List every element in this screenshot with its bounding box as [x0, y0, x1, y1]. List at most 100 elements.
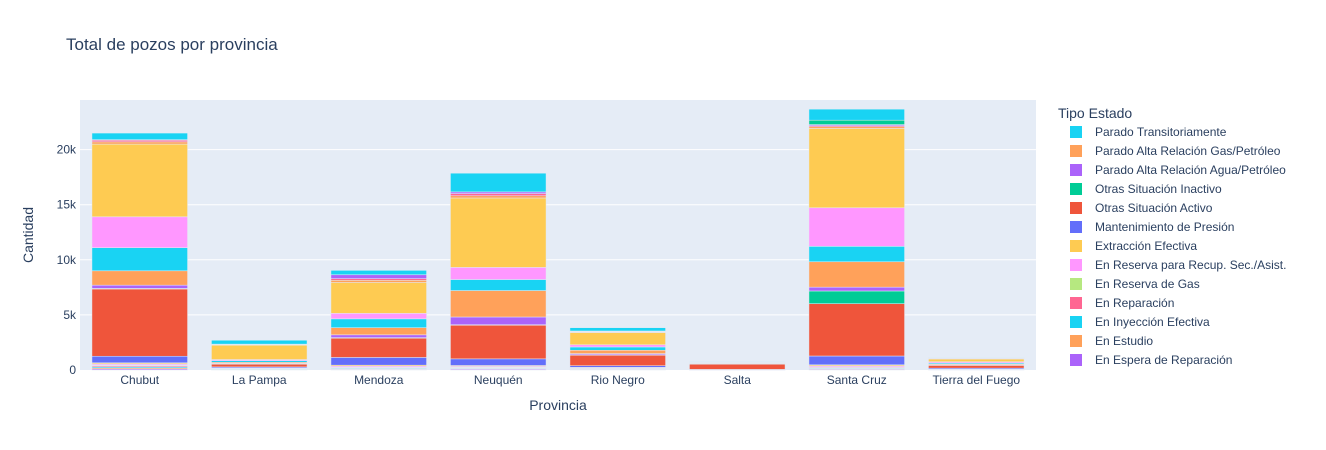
- bar-segment[interactable]: [450, 197, 547, 268]
- bar-segment[interactable]: [689, 361, 786, 363]
- legend-item[interactable]: En Estudio: [1070, 334, 1153, 348]
- legend-item[interactable]: Mantenimiento de Presión: [1070, 220, 1234, 234]
- bar-segment[interactable]: [928, 358, 1025, 362]
- bar-segment[interactable]: [330, 313, 427, 320]
- legend-label: En Espera de Reparación: [1095, 353, 1232, 367]
- legend-item[interactable]: En Inyección Efectiva: [1070, 315, 1210, 329]
- bars[interactable]: [91, 108, 1025, 371]
- bar-segment[interactable]: [330, 318, 427, 328]
- bar-segment[interactable]: [330, 357, 427, 366]
- legend-label: En Reserva de Gas: [1095, 277, 1200, 291]
- legend-swatch: [1070, 316, 1082, 328]
- y-tick-label: 15k: [57, 198, 77, 212]
- legend-label: Otras Situación Activo: [1095, 201, 1213, 215]
- bar-segment[interactable]: [808, 207, 905, 247]
- bar-segment[interactable]: [330, 334, 427, 338]
- bar-segment[interactable]: [330, 282, 427, 314]
- legend-swatch: [1070, 164, 1082, 176]
- legend-swatch: [1070, 335, 1082, 347]
- bar-segment[interactable]: [689, 363, 786, 370]
- legend-item[interactable]: Parado Alta Relación Agua/Petróleo: [1070, 163, 1286, 177]
- legend-swatch: [1070, 259, 1082, 271]
- legend-label: En Inyección Efectiva: [1095, 315, 1210, 329]
- bar-segment[interactable]: [569, 332, 666, 346]
- legend-item[interactable]: Otras Situación Inactivo: [1070, 182, 1222, 196]
- legend-item[interactable]: En Espera de Reparación: [1070, 353, 1232, 367]
- chart-title: Total de pozos por provincia: [66, 35, 278, 54]
- legend-label: Extracción Efectiva: [1095, 239, 1197, 253]
- bar-segment[interactable]: [808, 355, 905, 366]
- y-axis-ticks: 0 5k 10k 15k 20k: [57, 143, 77, 377]
- legend-item[interactable]: Parado Alta Relación Gas/Petróleo: [1070, 144, 1281, 158]
- bar-segment[interactable]: [450, 316, 547, 325]
- bar-segment[interactable]: [569, 346, 666, 351]
- bar-segment[interactable]: [91, 288, 188, 357]
- legend-item[interactable]: En Reserva de Gas: [1070, 277, 1200, 291]
- x-axis-ticks: Chubut La Pampa Mendoza Neuquén Rio Negro Sal…: [120, 373, 1020, 387]
- bar-segment[interactable]: [569, 344, 666, 348]
- x-tick-label: Mendoza: [354, 373, 404, 387]
- bar-segment[interactable]: [91, 355, 188, 364]
- legend-swatch: [1070, 126, 1082, 138]
- bar-segment[interactable]: [91, 143, 188, 218]
- legend-swatch: [1070, 240, 1082, 252]
- bar-segment[interactable]: [91, 284, 188, 289]
- legend-swatch: [1070, 221, 1082, 233]
- bar-segment[interactable]: [808, 261, 905, 288]
- bar-segment[interactable]: [330, 274, 427, 279]
- bar-segment[interactable]: [450, 325, 547, 360]
- legend-label: Otras Situación Inactivo: [1095, 182, 1222, 196]
- bar-segment[interactable]: [450, 279, 547, 291]
- bar-segment[interactable]: [450, 172, 547, 193]
- bar-segment[interactable]: [808, 303, 905, 357]
- x-tick-label: Chubut: [120, 373, 159, 387]
- bar-segment[interactable]: [808, 128, 905, 209]
- legend-swatch: [1070, 183, 1082, 195]
- bar-segment[interactable]: [808, 108, 905, 121]
- bar-segment[interactable]: [450, 267, 547, 280]
- bar-segment[interactable]: [330, 337, 427, 358]
- y-tick-label: 20k: [57, 143, 77, 157]
- bar-segment[interactable]: [91, 247, 188, 272]
- bar-segment[interactable]: [808, 119, 905, 125]
- legend-item[interactable]: Parado Transitoriamente: [1070, 125, 1227, 139]
- bar-segment[interactable]: [450, 193, 547, 197]
- bar-segment[interactable]: [91, 270, 188, 286]
- bar-segment[interactable]: [450, 358, 547, 366]
- bar-segment[interactable]: [569, 354, 666, 366]
- legend-swatch: [1070, 278, 1082, 290]
- y-tick-label: 10k: [57, 253, 77, 267]
- y-tick-label: 5k: [63, 308, 77, 322]
- bar-segment[interactable]: [569, 327, 666, 332]
- bar-segment[interactable]: [450, 195, 547, 199]
- bar-segment[interactable]: [808, 290, 905, 304]
- legend-label: Mantenimiento de Presión: [1095, 220, 1234, 234]
- x-tick-label: La Pampa: [232, 373, 287, 387]
- bar-segment[interactable]: [330, 327, 427, 336]
- bar-segment[interactable]: [91, 132, 188, 140]
- legend-item[interactable]: Otras Situación Activo: [1070, 201, 1213, 215]
- y-tick-label: 0: [69, 363, 76, 377]
- legend-item[interactable]: En Reserva para Recup. Sec./Asist.: [1070, 258, 1286, 272]
- bar-segment[interactable]: [330, 280, 427, 283]
- x-tick-label: Salta: [724, 373, 752, 387]
- bar-segment[interactable]: [330, 270, 427, 276]
- x-tick-label: Santa Cruz: [827, 373, 887, 387]
- bar-segment[interactable]: [928, 365, 1025, 369]
- bar-segment[interactable]: [211, 344, 308, 360]
- bar-segment[interactable]: [211, 339, 308, 345]
- legend-swatch: [1070, 354, 1082, 366]
- bar-segment[interactable]: [569, 350, 666, 354]
- bar-segment[interactable]: [91, 141, 188, 145]
- bar-segment[interactable]: [450, 290, 547, 318]
- legend[interactable]: Parado Transitoriamente Parado Alta Relac…: [1070, 125, 1286, 367]
- legend-item[interactable]: En Reparación: [1070, 296, 1174, 310]
- bar-segment[interactable]: [808, 246, 905, 263]
- bar-segment[interactable]: [91, 216, 188, 248]
- bar-segment[interactable]: [808, 286, 905, 292]
- legend-label: En Estudio: [1095, 334, 1153, 348]
- bar-segment[interactable]: [211, 363, 308, 368]
- legend-item[interactable]: Extracción Efectiva: [1070, 239, 1197, 253]
- legend-label: Parado Alta Relación Agua/Petróleo: [1095, 163, 1286, 177]
